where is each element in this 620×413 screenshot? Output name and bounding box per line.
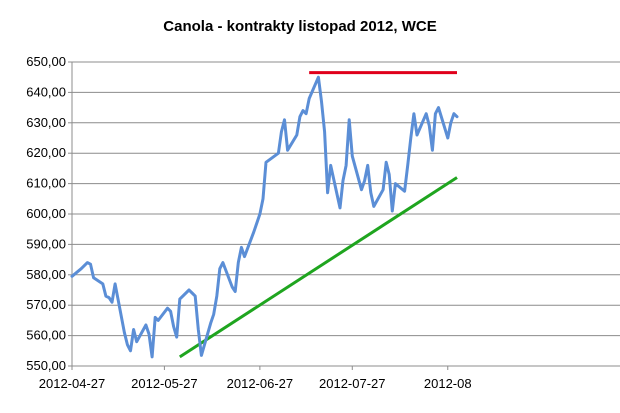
x-tick-label: 2012-06-27 (227, 376, 294, 391)
x-tick-label: 2012-08 (424, 376, 472, 391)
y-tick-label: 650,00 (26, 54, 66, 69)
chart-title: Canola - kontrakty listopad 2012, WCE (163, 18, 437, 35)
y-tick-label: 630,00 (26, 115, 66, 130)
y-tick-label: 610,00 (26, 176, 66, 191)
price-series-line (70, 75, 459, 359)
y-tick-label: 600,00 (26, 206, 66, 221)
y-tick-label: 580,00 (26, 267, 66, 282)
y-tick-label: 560,00 (26, 328, 66, 343)
y-tick-label: 590,00 (26, 236, 66, 251)
y-tick-label: 570,00 (26, 297, 66, 312)
x-tick-label: 2012-04-27 (39, 376, 106, 391)
y-tick-label: 550,00 (26, 358, 66, 373)
x-tick-label: 2012-07-27 (319, 376, 386, 391)
support-trend-line (178, 176, 458, 359)
x-tick-label: 2012-05-27 (131, 376, 198, 391)
y-tick-label: 620,00 (26, 145, 66, 160)
y-tick-label: 640,00 (26, 84, 66, 99)
